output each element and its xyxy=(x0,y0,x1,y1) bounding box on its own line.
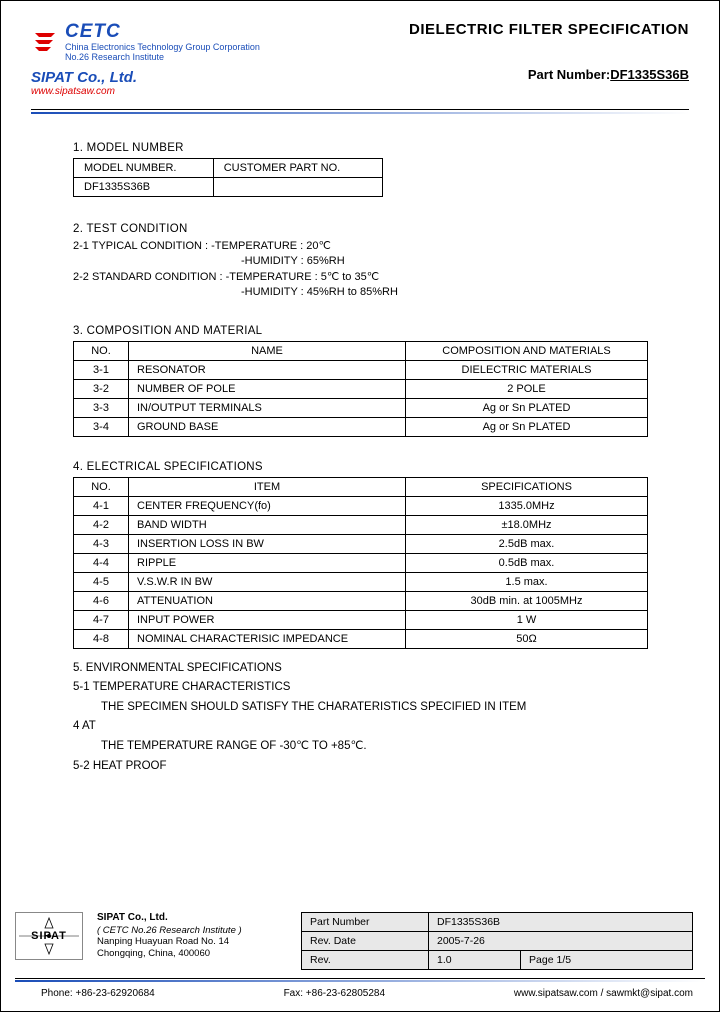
s5-l1: 5-1 TEMPERATURE CHARACTERISTICS xyxy=(73,678,647,698)
t4-r3-item: RIPPLE xyxy=(129,553,406,572)
section-5: 5. ENVIRONMENTAL SPECIFICATIONS 5-1 TEMP… xyxy=(73,659,647,776)
cond-1: 2-1 TYPICAL CONDITION : -TEMPERATURE : 2… xyxy=(73,239,647,252)
model-val2 xyxy=(213,177,382,196)
t4-r7-item: NOMINAL CHARACTERISIC IMPEDANCE xyxy=(129,629,406,648)
t3-r1-no: 3-2 xyxy=(74,379,129,398)
footer-addr1: Nanping Huayuan Road No. 14 xyxy=(97,936,229,947)
t3-r3-name: GROUND BASE xyxy=(129,417,406,436)
s5-l5: 5-2 HEAT PROOF xyxy=(73,757,647,777)
t3-h3: COMPOSITION AND MATERIALS xyxy=(406,341,648,360)
t3-r0-mat: DIELECTRIC MATERIALS xyxy=(406,360,648,379)
t4-r6-spec: 1 W xyxy=(406,610,648,629)
part-value: DF1335S36B xyxy=(610,67,689,82)
footer: SIPAT SIPAT Co., Ltd. ( CETC No.26 Resea… xyxy=(1,906,719,1011)
t4-r0-item: CENTER FREQUENCY(fo) xyxy=(129,496,406,515)
t4-r5-item: ATTENUATION xyxy=(129,591,406,610)
s5-l4: THE TEMPERATURE RANGE OF -30℃ TO +85℃. xyxy=(73,737,647,757)
model-col1: MODEL NUMBER. xyxy=(74,158,214,177)
t3-h2: NAME xyxy=(129,341,406,360)
t4-r5-no: 4-6 xyxy=(74,591,129,610)
rev-r1c2: DF1335S36B xyxy=(429,913,693,932)
t4-r0-no: 4-1 xyxy=(74,496,129,515)
t4-r2-no: 4-3 xyxy=(74,534,129,553)
cetc-sub2: No.26 Research Institute xyxy=(65,53,260,63)
electrical-table: NO.ITEMSPECIFICATIONS 4-1CENTER FREQUENC… xyxy=(73,477,648,649)
footer-rule xyxy=(15,978,705,979)
t4-h1: NO. xyxy=(74,477,129,496)
content: 1. MODEL NUMBER MODEL NUMBER.CUSTOMER PA… xyxy=(1,114,719,786)
t4-r0-spec: 1335.0MHz xyxy=(406,496,648,515)
t3-r0-no: 3-1 xyxy=(74,360,129,379)
header: CETC China Electronics Technology Group … xyxy=(1,1,719,105)
t4-r6-item: INPUT POWER xyxy=(129,610,406,629)
part-label: Part Number: xyxy=(528,67,610,82)
page: CETC China Electronics Technology Group … xyxy=(0,0,720,1012)
t4-r7-spec: 50Ω xyxy=(406,629,648,648)
website: www.sipatsaw.com xyxy=(31,86,689,97)
header-rule xyxy=(31,109,689,110)
rev-r1c1: Part Number xyxy=(302,913,429,932)
part-number: Part Number:DF1335S36B xyxy=(528,67,689,82)
t3-r2-mat: Ag or Sn PLATED xyxy=(406,398,648,417)
doc-title: DIELECTRIC FILTER SPECIFICATION xyxy=(409,21,689,38)
t4-r4-spec: 1.5 max. xyxy=(406,572,648,591)
section-4-title: 4. ELECTRICAL SPECIFICATIONS xyxy=(73,461,647,473)
t4-r1-item: BAND WIDTH xyxy=(129,515,406,534)
fax: Fax: +86-23-62805284 xyxy=(284,988,385,999)
web: www.sipatsaw.com / sawmkt@sipat.com xyxy=(514,988,693,999)
cond-4: -HUMIDITY : 45%RH to 85%RH xyxy=(73,286,647,298)
t3-r3-no: 3-4 xyxy=(74,417,129,436)
phone: Phone: +86-23-62920684 xyxy=(41,988,155,999)
t4-r2-item: INSERTION LOSS IN BW xyxy=(129,534,406,553)
rev-r2c2: 2005-7-26 xyxy=(429,932,693,951)
t3-r1-mat: 2 POLE xyxy=(406,379,648,398)
rev-r3c1: Rev. xyxy=(302,951,429,970)
t4-r1-no: 4-2 xyxy=(74,515,129,534)
cetc-icon xyxy=(31,29,59,55)
cond-2: -HUMIDITY : 65%RH xyxy=(73,255,647,267)
cetc-name: CETC xyxy=(65,21,260,43)
rev-r3c3: Page 1/5 xyxy=(521,951,693,970)
t4-r1-spec: ±18.0MHz xyxy=(406,515,648,534)
t3-r2-no: 3-3 xyxy=(74,398,129,417)
contact-row: Phone: +86-23-62920684 Fax: +86-23-62805… xyxy=(1,982,719,1011)
footer-inst: ( CETC No.26 Research Institute ) xyxy=(97,925,242,936)
t4-r3-spec: 0.5dB max. xyxy=(406,553,648,572)
sipat-logo: SIPAT xyxy=(15,912,83,960)
t4-r2-spec: 2.5dB max. xyxy=(406,534,648,553)
t4-r3-no: 4-4 xyxy=(74,553,129,572)
t4-r4-item: V.S.W.R IN BW xyxy=(129,572,406,591)
section-2-title: 2. TEST CONDITION xyxy=(73,223,647,235)
composition-table: NO.NAMECOMPOSITION AND MATERIALS 3-1RESO… xyxy=(73,341,648,437)
address: SIPAT Co., Ltd. ( CETC No.26 Research In… xyxy=(97,912,287,960)
s5-l3: 4 AT xyxy=(73,717,647,737)
t3-r3-mat: Ag or Sn PLATED xyxy=(406,417,648,436)
section-5-title: 5. ENVIRONMENTAL SPECIFICATIONS xyxy=(73,659,647,679)
cond-3: 2-2 STANDARD CONDITION : -TEMPERATURE : … xyxy=(73,270,647,283)
model-val1: DF1335S36B xyxy=(74,177,214,196)
t4-r5-spec: 30dB min. at 1005MHz xyxy=(406,591,648,610)
t3-r2-name: IN/OUTPUT TERMINALS xyxy=(129,398,406,417)
cetc-logo: CETC China Electronics Technology Group … xyxy=(31,21,260,63)
model-col2: CUSTOMER PART NO. xyxy=(213,158,382,177)
t4-h3: SPECIFICATIONS xyxy=(406,477,648,496)
revision-table: Part NumberDF1335S36B Rev. Date2005-7-26… xyxy=(301,912,693,970)
t4-r6-no: 4-7 xyxy=(74,610,129,629)
t4-h2: ITEM xyxy=(129,477,406,496)
model-table: MODEL NUMBER.CUSTOMER PART NO. DF1335S36… xyxy=(73,158,383,197)
t4-r4-no: 4-5 xyxy=(74,572,129,591)
t4-r7-no: 4-8 xyxy=(74,629,129,648)
rev-r2c1: Rev. Date xyxy=(302,932,429,951)
section-1-title: 1. MODEL NUMBER xyxy=(73,142,647,154)
footer-addr2: Chongqing, China, 400060 xyxy=(97,948,210,959)
footer-company: SIPAT Co., Ltd. xyxy=(97,912,168,923)
t3-r1-name: NUMBER OF POLE xyxy=(129,379,406,398)
section-3-title: 3. COMPOSITION AND MATERIAL xyxy=(73,325,647,337)
s5-l2: THE SPECIMEN SHOULD SATISFY THE CHARATER… xyxy=(73,698,647,718)
t3-r0-name: RESONATOR xyxy=(129,360,406,379)
rev-r3c2: 1.0 xyxy=(429,951,521,970)
t3-h1: NO. xyxy=(74,341,129,360)
